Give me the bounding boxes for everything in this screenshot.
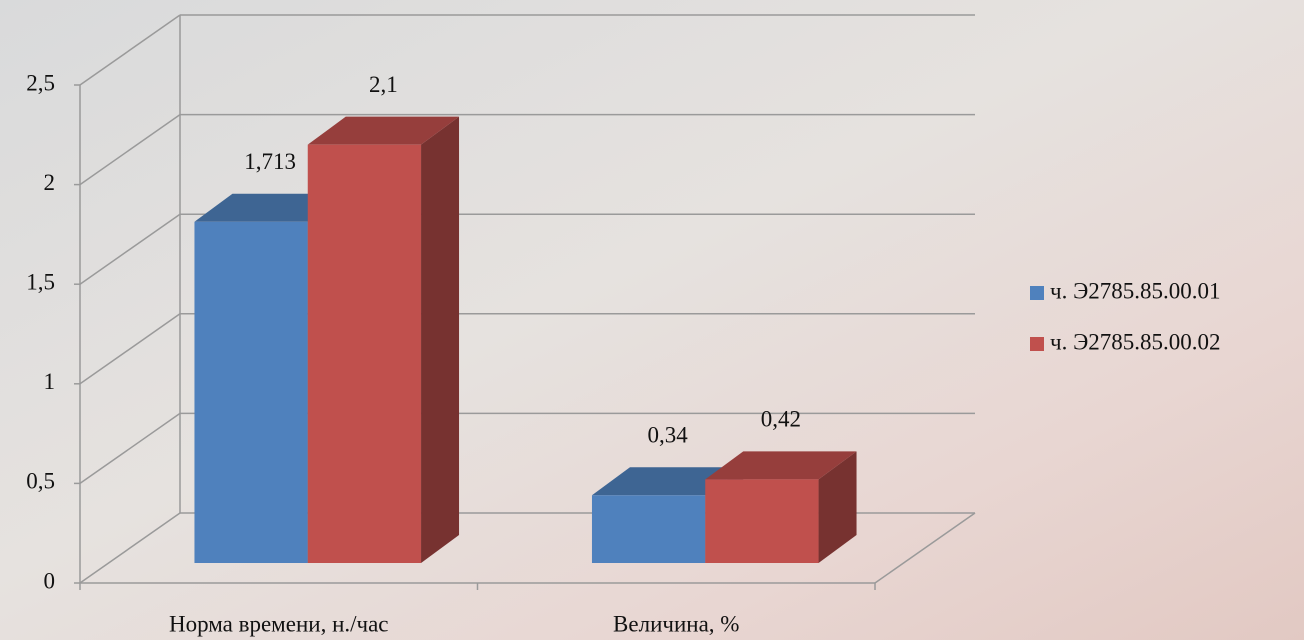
bar-top <box>307 116 460 145</box>
x-tick-label: Норма времени, н./час <box>169 611 389 636</box>
value-label: 0,34 <box>647 423 688 448</box>
floor-edge <box>874 512 976 584</box>
value-label: 1,713 <box>244 149 296 174</box>
grid-line <box>79 113 181 186</box>
y-tick-label: 0 <box>44 568 56 593</box>
bar <box>194 221 308 564</box>
grid-line <box>79 412 181 485</box>
y-tick-label: 1,5 <box>26 269 55 294</box>
x-tick-label: Величина, % <box>613 611 739 636</box>
grid-line <box>79 14 181 86</box>
bar <box>705 479 819 563</box>
bar-side <box>818 451 857 563</box>
legend-swatch <box>1030 286 1044 300</box>
bar <box>591 495 706 563</box>
legend-swatch <box>1030 337 1044 351</box>
grid-line <box>79 313 181 385</box>
legend-label: ч. Э2785.85.00.01 <box>1050 278 1221 303</box>
legend-label: ч. Э2785.85.00.02 <box>1050 329 1221 354</box>
bar <box>307 144 422 563</box>
grid-line <box>79 213 181 285</box>
y-tick-label: 2,5 <box>26 70 55 95</box>
bar-top <box>705 451 857 480</box>
value-label: 2,1 <box>369 72 398 97</box>
y-tick-label: 0,5 <box>26 469 55 494</box>
y-tick-label: 1 <box>44 369 56 394</box>
bar-side <box>421 116 460 564</box>
y-tick-label: 2 <box>44 170 56 195</box>
grid-line <box>79 512 181 584</box>
value-label: 0,42 <box>761 407 801 432</box>
